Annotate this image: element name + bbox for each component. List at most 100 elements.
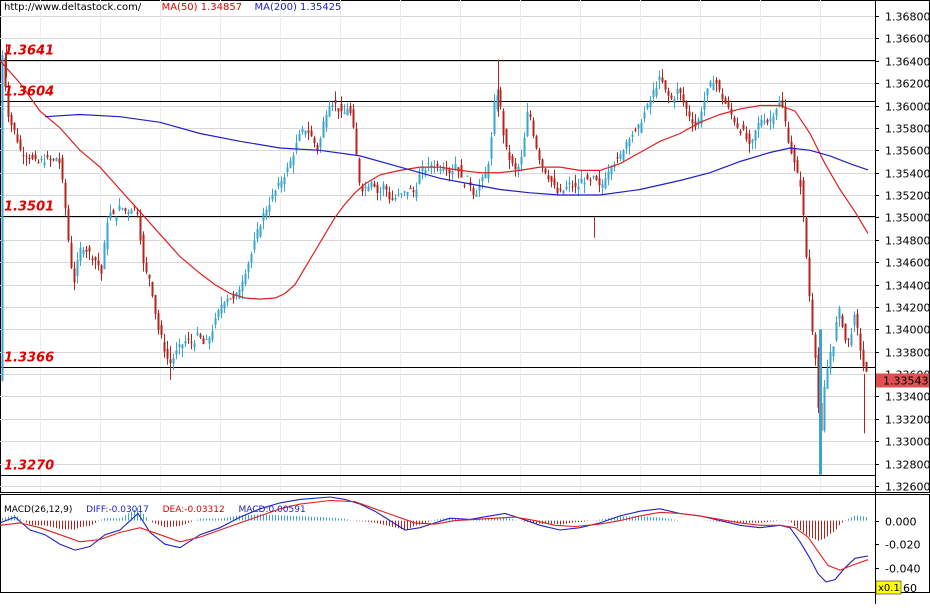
macd-scale-badge-text: x0.1 [878, 583, 900, 594]
price-candle-up [490, 137, 493, 159]
price-candle-up [247, 263, 250, 273]
price-candle-down [685, 102, 688, 109]
price-candle-down [688, 111, 691, 117]
price-candle-down [742, 124, 745, 130]
price-candle-down [157, 313, 160, 330]
price-candle-down [136, 212, 139, 214]
last-price-tag [876, 373, 929, 388]
price-candle-up [706, 88, 709, 96]
price-candle-up [592, 176, 595, 178]
price-candle-up [775, 109, 778, 116]
price-candle-down [316, 144, 319, 150]
price-candle-down [805, 217, 808, 257]
price-candle-down [307, 130, 310, 133]
price-candle-down [724, 98, 727, 104]
price-candle-up [619, 153, 622, 159]
price-candle-down [148, 274, 151, 279]
price-candle-down [412, 190, 415, 193]
price-candle-down [349, 105, 352, 113]
price-candle-up [850, 333, 853, 346]
price-candle-up [106, 222, 109, 250]
price-candle-down [202, 338, 205, 345]
price-candle-up [580, 178, 583, 184]
price-candle-up [295, 142, 298, 151]
level-label: 1.3641 [4, 44, 54, 59]
price-candle-up [193, 343, 196, 348]
price-candle-down [715, 79, 718, 84]
price-candle-down [457, 167, 460, 172]
price-candle-up [298, 133, 301, 141]
price-candle-down [739, 131, 742, 134]
price-candle-up [346, 108, 349, 116]
price-candle-up [832, 346, 835, 357]
price-candle-down [112, 210, 115, 215]
price-candle-down [28, 157, 31, 160]
price-tick-label: 1.32800 [885, 459, 930, 472]
price-candle-up [568, 182, 571, 185]
price-candle-down [727, 100, 730, 108]
price-candle-down [790, 141, 793, 154]
price-candle-up [631, 134, 634, 137]
price-candle-up [772, 116, 775, 124]
price-candle-up [826, 368, 829, 389]
price-candle-down [514, 163, 517, 170]
price-candle-up [370, 182, 373, 188]
price-candle-up [421, 167, 424, 172]
price-candle-down [556, 187, 559, 194]
level-label: 1.3270 [4, 459, 54, 474]
price-candle-down [151, 282, 154, 296]
price-candle-down [682, 94, 685, 103]
price-candle-down [694, 121, 697, 127]
price-candle-down [784, 106, 787, 122]
price-candle-up [760, 119, 763, 126]
price-candle-down [595, 175, 598, 180]
price-candle-up [223, 302, 226, 309]
price-candle-down [781, 100, 784, 108]
price-candle-down [472, 187, 475, 195]
price-candle-up [292, 155, 295, 166]
price-candle-up [523, 137, 526, 157]
price-candle-up [487, 164, 490, 179]
price-candle-up [700, 111, 703, 124]
price-candle-down [25, 156, 28, 158]
macd-tick-label: -0.040 [885, 563, 920, 576]
price-candle-up [763, 121, 766, 123]
price-candle-down [358, 158, 361, 183]
price-candle-up [265, 209, 268, 218]
price-candle-down [448, 169, 451, 173]
price-candle-down [670, 95, 673, 99]
price-candle-up [319, 138, 322, 148]
price-candle-down [808, 257, 811, 297]
price-candle-up [181, 344, 184, 349]
price-candle-up [241, 281, 244, 292]
price-candle-up [175, 350, 178, 355]
price-candle-up [208, 337, 211, 344]
price-candle-down [733, 117, 736, 123]
price-candle-up [289, 160, 292, 168]
price-candle-up [259, 225, 262, 237]
macd-dea-label: DEA:-0.03312 [162, 505, 225, 515]
price-candle-down [460, 164, 463, 178]
price-tick-label: 1.34200 [885, 302, 930, 315]
price-panel-frame [0, 0, 930, 493]
price-candle-up [130, 209, 133, 214]
price-candle-down [811, 299, 814, 332]
price-candle-up [40, 158, 43, 160]
price-candle-down [88, 247, 91, 252]
macd-value-label: MACD:0.00591 [238, 505, 306, 515]
source-url[interactable]: http://www.deltastock.com/ [4, 2, 142, 13]
price-candle-down [160, 324, 163, 335]
price-candle-down [766, 120, 769, 123]
price-candle-down [139, 216, 142, 241]
price-candle-up [400, 193, 403, 195]
price-candle-down [865, 361, 868, 372]
price-tick-label: 1.35800 [885, 123, 930, 136]
price-candle-down [361, 185, 364, 192]
price-candle-up [268, 204, 271, 212]
price-candle-up [418, 174, 421, 184]
price-candle-up [610, 166, 613, 175]
price-candle-down [511, 155, 514, 164]
price-candle-up [196, 332, 199, 335]
price-candle-up [244, 273, 247, 285]
price-candle-down [91, 258, 94, 261]
